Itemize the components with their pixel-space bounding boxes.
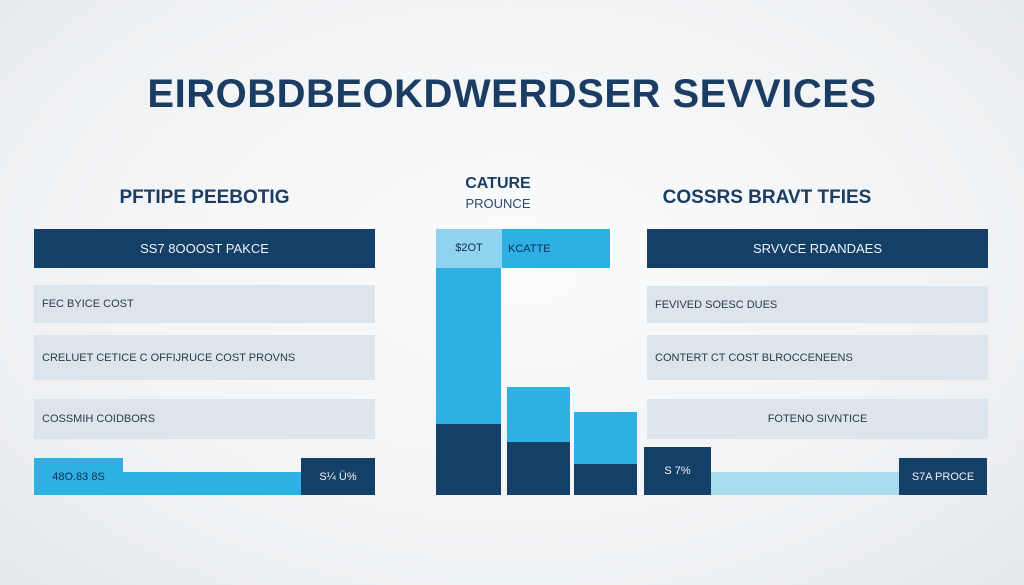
left-bottom-fill: [123, 472, 301, 495]
center-column-cyan-1: [436, 268, 501, 424]
right-bottom-bar: [711, 472, 899, 495]
left-panel-row: CRELUET CETICE C OFFIJRUCE COST PROVNS: [34, 335, 375, 380]
right-panel-row: FOTENO SIVNTICE: [647, 399, 988, 439]
right-bottom-right-chip: S7A PROCE: [899, 458, 987, 495]
center-panel-subheading: PROUNCE: [465, 196, 531, 211]
center-column-navy-2: [507, 442, 570, 495]
center-panel-heading: CATURE: [465, 175, 531, 192]
left-bottom-left-chip: 48O.83 8S: [34, 458, 123, 495]
left-bottom-right-chip: S¼ Ü%: [301, 458, 375, 495]
center-bottom-chip: S 7%: [644, 447, 711, 495]
page-title: EIROBDBEOKDWERDSER SEVVICES: [147, 72, 877, 116]
right-panel-row: FEVIVED SOESC DUES: [647, 286, 988, 323]
left-panel-row: FEC BYICE COST: [34, 285, 375, 323]
center-header-cyan: $2OT KCATTE: [436, 229, 610, 268]
right-panel-row: CONTERT CT COST BLROCCENEENS: [647, 335, 988, 380]
center-header-right-label: KCATTE: [508, 242, 551, 255]
right-panel-heading: COSSRS BRAVT TFIES: [662, 187, 872, 208]
center-column-navy-1: [436, 424, 501, 495]
left-panel-heading: PFTIPE PEEBOTIG: [119, 187, 290, 208]
center-column-cyan-2: [507, 387, 570, 442]
center-header-left-label: $2OT: [436, 229, 502, 268]
left-panel-header-bar: SS7 8OOOST PAKCE: [34, 229, 375, 268]
center-column-cyan-3: [574, 412, 637, 464]
left-panel-row: COSSMIH COIDBORS: [34, 399, 375, 439]
right-panel-header-bar: SRVVCE RDANDAES: [647, 229, 988, 268]
center-column-navy-3: [574, 464, 637, 495]
